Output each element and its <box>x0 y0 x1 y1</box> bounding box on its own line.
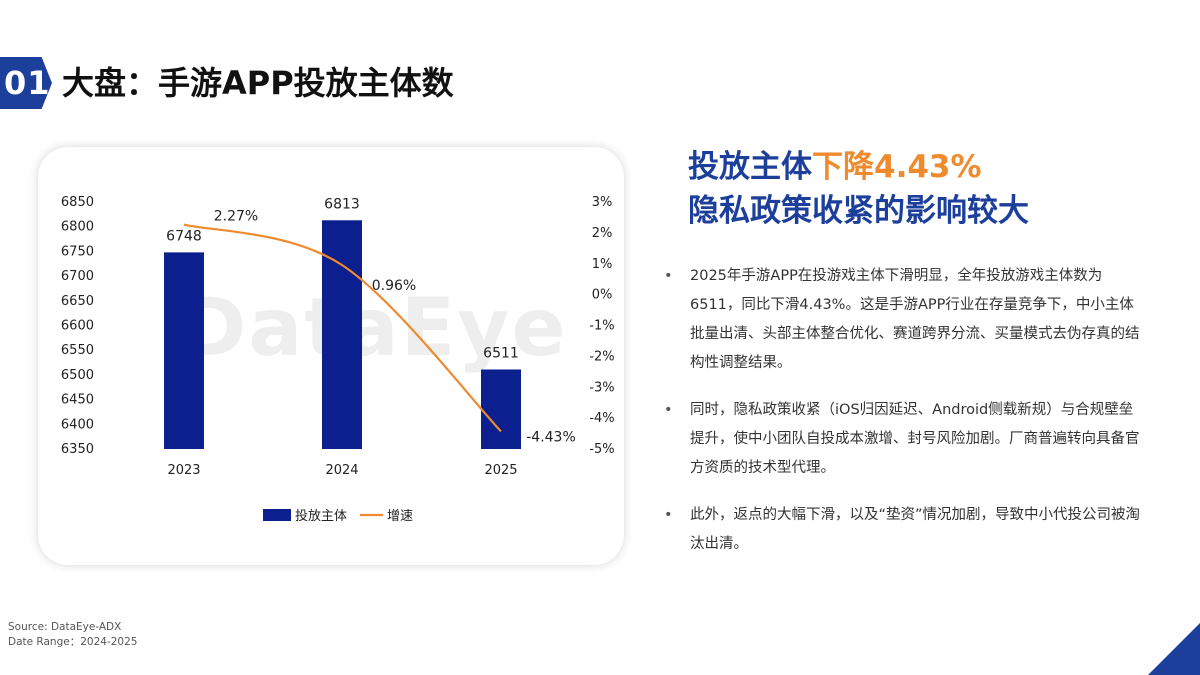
bar-2024 <box>322 220 362 449</box>
left-axis-tick-label: 6700 <box>61 269 94 284</box>
date-range-line: Date Range：2024-2025 <box>8 636 138 648</box>
left-axis-tick-label: 6550 <box>61 343 94 358</box>
headline-prefix: 投放主体 <box>688 149 812 185</box>
x-axis-tick-label: 2023 <box>167 463 200 478</box>
headline: 投放主体下降4.43% 隐私政策收紧的影响较大 <box>688 145 1029 233</box>
left-axis-tick-label: 6600 <box>61 319 94 334</box>
left-axis-tick-label: 6450 <box>61 393 94 408</box>
bar-2025 <box>481 369 521 449</box>
line-data-label: 0.96% <box>372 278 416 294</box>
left-axis-tick-label: 6400 <box>61 417 94 432</box>
bullet-list: 2025年手游APP在投游戏主体下滑明显，全年投放游戏主体数为6511，同比下滑… <box>664 262 1144 577</box>
x-axis-tick-label: 2024 <box>325 463 358 478</box>
headline-line-1: 投放主体下降4.43% <box>688 145 1029 189</box>
right-axis-tick-label: -2% <box>589 349 614 364</box>
headline-accent: 下降4.43% <box>812 149 982 185</box>
right-axis-tick-label: 1% <box>592 257 613 272</box>
left-axis-tick-label: 6500 <box>61 368 94 383</box>
source-line: Source: DataEye-ADX <box>8 621 122 633</box>
right-axis-tick-label: -4% <box>589 411 614 426</box>
chart-card: DataEye 6850 6800 6750 6700 6650 6600 6550 6500… <box>38 147 624 565</box>
right-axis-tick-label: -3% <box>589 380 614 395</box>
line-data-label: -4.43% <box>526 429 576 445</box>
corner-decoration <box>1148 623 1200 675</box>
section-badge <box>0 57 52 109</box>
bullet-item-2: 同时，隐私政策收紧（iOS归因延迟、Android侧载新规）与合规壁垒提升，使中… <box>664 396 1144 483</box>
x-axis-tick-label: 2025 <box>484 463 517 478</box>
bar-2023 <box>164 252 204 449</box>
left-axis-tick-label: 6850 <box>61 195 94 210</box>
right-axis-tick-label: 3% <box>592 195 613 210</box>
section-number: 01 <box>4 64 51 102</box>
headline-line-2: 隐私政策收紧的影响较大 <box>688 193 1029 229</box>
source-note: Source: DataEye-ADX Date Range：2024-2025 <box>8 620 137 650</box>
right-axis-tick-label: -5% <box>589 442 614 457</box>
line-data-label: 2.27% <box>214 209 258 225</box>
bar-data-label: 6813 <box>324 196 360 212</box>
right-axis-tick-label: -1% <box>589 319 614 334</box>
left-axis-tick-label: 6750 <box>61 244 94 259</box>
growth-line <box>183 223 502 433</box>
combo-chart: 6850 6800 6750 6700 6650 6600 6550 6500 6450 6400… <box>61 195 615 524</box>
bullet-item-1: 2025年手游APP在投游戏主体下滑明显，全年投放游戏主体数为6511，同比下滑… <box>664 262 1144 378</box>
watermark-logo: DataEye <box>180 281 568 374</box>
bar-data-label: 6748 <box>166 228 202 244</box>
page-title: 大盘：手游APP投放主体数 <box>62 64 454 102</box>
legend-label-line: 增速 <box>387 509 413 524</box>
legend-label-bar: 投放主体 <box>295 508 347 524</box>
right-axis-tick-label: 2% <box>592 226 613 241</box>
left-axis-tick-label: 6650 <box>61 294 94 309</box>
bullet-item-3: 此外，返点的大幅下滑，以及“垫资”情况加剧，导致中小代投公司被淘汰出清。 <box>664 501 1144 559</box>
legend-swatch-bar <box>263 509 291 521</box>
left-axis-tick-label: 6800 <box>61 220 94 235</box>
right-axis-tick-label: 0% <box>592 288 613 303</box>
left-axis-tick-label: 6350 <box>61 442 94 457</box>
bar-data-label: 6511 <box>483 345 519 361</box>
